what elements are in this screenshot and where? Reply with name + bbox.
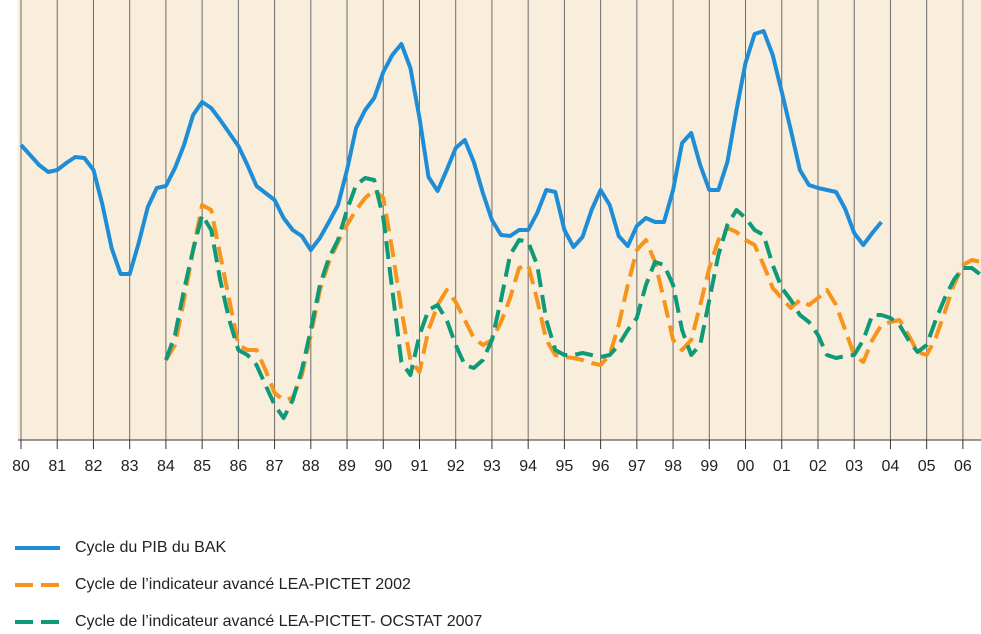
x-tick-label: 86: [229, 458, 247, 475]
x-tick-label: 02: [809, 458, 827, 475]
series-line: [164, 176, 981, 420]
x-tick-label: 06: [954, 458, 972, 475]
x-tick-label: 92: [447, 458, 465, 475]
x-tick-label: 97: [628, 458, 646, 475]
x-tick-label: 91: [411, 458, 429, 475]
x-tick-label: 00: [737, 458, 755, 475]
plot-background: [18, 0, 981, 440]
x-tick-label: 96: [592, 458, 610, 475]
x-tick-label: 94: [519, 458, 537, 475]
x-tick-label: 03: [845, 458, 863, 475]
x-tick-label: 84: [157, 458, 175, 475]
legend-label: Cycle de l’indicateur avancé LEA-PICTET-…: [75, 613, 482, 630]
series-line: [19, 29, 883, 276]
x-tick-label: 95: [555, 458, 573, 475]
legend-label: Cycle de l’indicateur avancé LEA-PICTET …: [75, 576, 411, 593]
x-tick-label: 90: [374, 458, 392, 475]
x-tick-label: 99: [700, 458, 718, 475]
x-tick-label: 81: [48, 458, 66, 475]
x-tick-label: 80: [12, 458, 30, 475]
x-tick-label: 98: [664, 458, 682, 475]
x-tick-label: 89: [338, 458, 356, 475]
x-tick-label: 05: [918, 458, 936, 475]
legend-label: Cycle du PIB du BAK: [75, 539, 227, 556]
x-tick-label: 83: [121, 458, 139, 475]
x-tick-label: 82: [85, 458, 103, 475]
x-tick-label: 04: [882, 458, 900, 475]
x-tick-label: 01: [773, 458, 791, 475]
x-tick-label: 85: [193, 458, 211, 475]
x-tick-label: 87: [266, 458, 284, 475]
x-tick-label: 88: [302, 458, 320, 475]
x-tick-label: 93: [483, 458, 501, 475]
